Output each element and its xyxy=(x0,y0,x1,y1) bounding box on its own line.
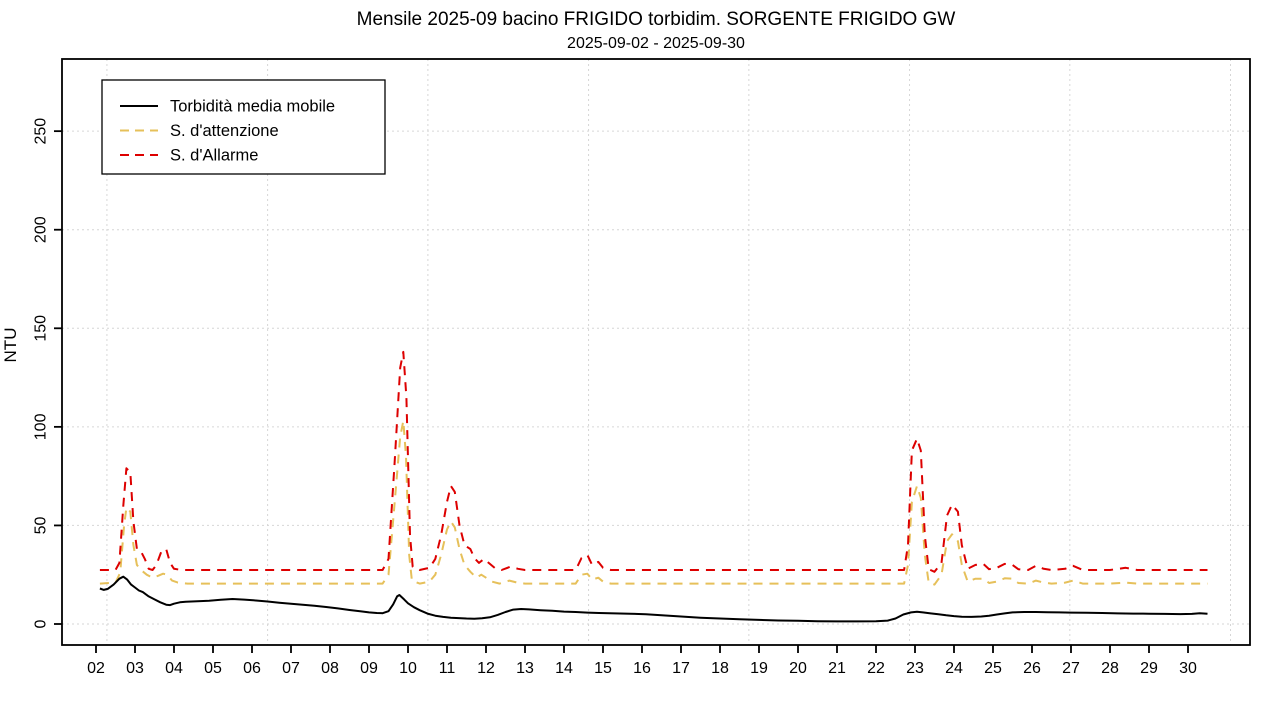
x-tick-label: 18 xyxy=(711,660,729,677)
gridlines xyxy=(62,59,1250,645)
x-tick-label: 13 xyxy=(516,660,534,677)
x-tick-label: 27 xyxy=(1062,660,1080,677)
series-line-soglia-allarme xyxy=(99,350,1208,573)
x-tick-label: 19 xyxy=(750,660,768,677)
x-tick-label: 09 xyxy=(360,660,378,677)
x-tick-label: 04 xyxy=(165,660,183,677)
y-axis-label: NTU xyxy=(1,328,20,363)
x-tick-label: 15 xyxy=(594,660,612,677)
x-tick-label: 20 xyxy=(789,660,807,677)
x-tick-label: 12 xyxy=(477,660,495,677)
x-tick-label: 28 xyxy=(1101,660,1119,677)
chart-subtitle: 2025-09-02 - 2025-09-30 xyxy=(567,35,745,52)
y-axis: 0 50 100 150 200 250 xyxy=(33,118,62,628)
y-tick-label: 250 xyxy=(33,118,50,145)
x-tick-label: 08 xyxy=(321,660,339,677)
x-tick-label: 02 xyxy=(87,660,105,677)
x-tick-label: 10 xyxy=(399,660,417,677)
series-line-torbidita-media-mobile xyxy=(99,575,1208,623)
y-tick-label: 150 xyxy=(33,315,50,342)
plot-area-border xyxy=(61,58,1251,646)
legend-entry-label: S. d'attenzione xyxy=(170,122,279,140)
x-axis: 02 03 04 05 06 07 08 09 10 11 12 13 14 15 16 17 18 19 20 21… xyxy=(87,645,1197,677)
x-tick-label: 11 xyxy=(439,660,456,677)
x-tick-label: 06 xyxy=(243,660,261,677)
x-tick-label: 03 xyxy=(126,660,144,677)
x-tick-label: 14 xyxy=(555,660,573,677)
x-tick-label: 07 xyxy=(282,660,300,677)
x-tick-label: 23 xyxy=(906,660,924,677)
chart-title: Mensile 2025-09 bacino FRIGIDO torbidim.… xyxy=(357,9,956,30)
x-tick-label: 24 xyxy=(945,660,963,677)
x-tick-label: 29 xyxy=(1140,660,1158,677)
y-tick-label: 200 xyxy=(33,216,50,243)
legend-entry-label: S. d'Allarme xyxy=(170,147,258,165)
y-tick-label: 50 xyxy=(33,516,50,534)
x-tick-label: 16 xyxy=(633,660,651,677)
legend: Torbidità media mobile S. d'attenzione S. … xyxy=(101,79,386,175)
x-tick-label: 05 xyxy=(204,660,222,677)
legend-entry-label: Torbidità media mobile xyxy=(170,98,335,116)
y-tick-label: 0 xyxy=(33,619,50,628)
y-tick-label: 100 xyxy=(33,413,50,440)
x-tick-label: 30 xyxy=(1179,660,1197,677)
x-tick-label: 21 xyxy=(828,660,846,677)
x-tick-label: 22 xyxy=(867,660,885,677)
x-tick-label: 17 xyxy=(672,660,690,677)
legend-box xyxy=(101,79,386,175)
x-tick-label: 25 xyxy=(984,660,1002,677)
x-tick-label: 26 xyxy=(1023,660,1041,677)
series-line-soglia-attenzione xyxy=(99,419,1208,586)
